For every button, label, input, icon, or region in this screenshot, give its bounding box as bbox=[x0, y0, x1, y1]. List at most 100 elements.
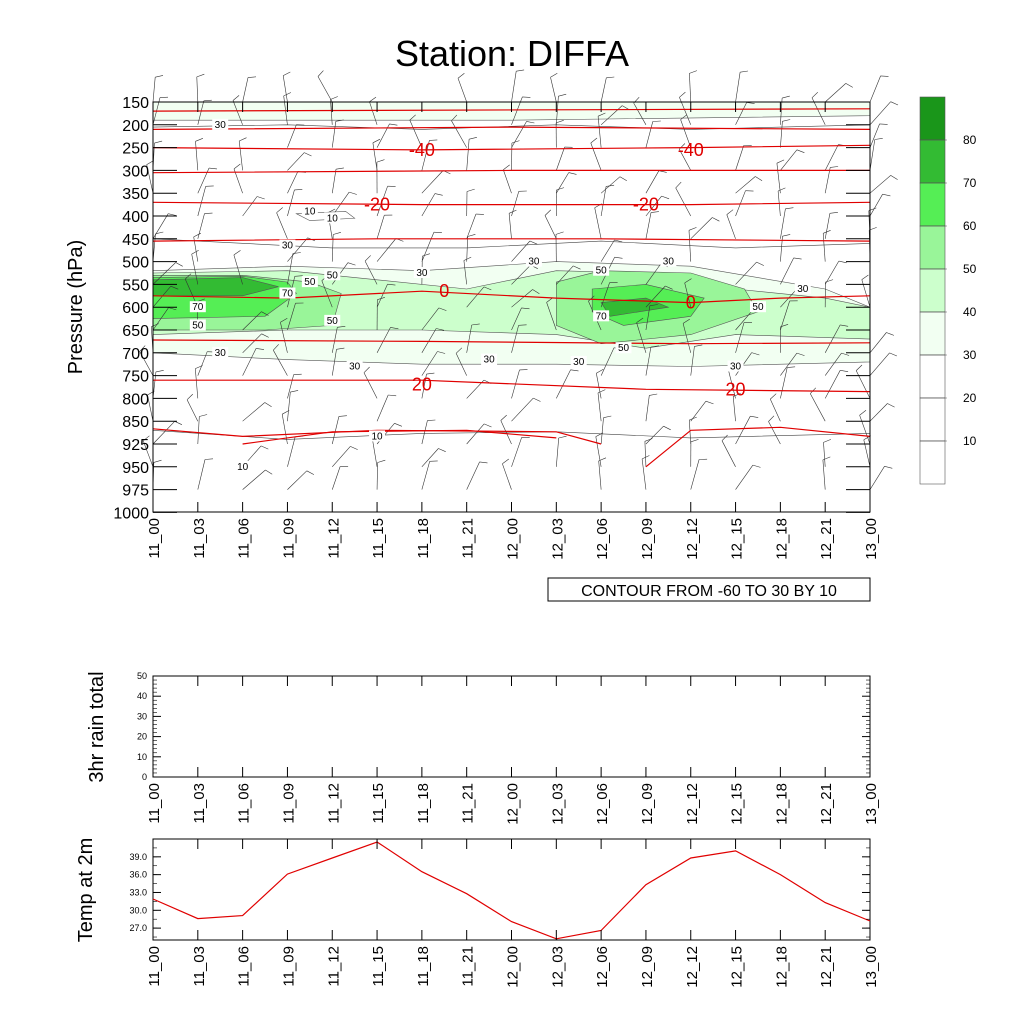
humidity-label-bg bbox=[346, 360, 363, 372]
wind-barb bbox=[768, 421, 781, 445]
temperature-contour bbox=[242, 429, 557, 445]
wind-barb bbox=[282, 75, 288, 103]
wind-barb bbox=[376, 215, 385, 239]
colorbar-swatch bbox=[919, 225, 946, 270]
wind-barb bbox=[645, 121, 654, 148]
wind-barb-flag bbox=[195, 138, 204, 142]
wind-barb bbox=[859, 415, 871, 445]
humidity-label-bg bbox=[324, 212, 341, 224]
wind-barb-flag bbox=[174, 421, 183, 425]
wind-barb-flag bbox=[614, 239, 623, 243]
wind-barb bbox=[197, 459, 206, 490]
wind-barb-flag bbox=[823, 439, 832, 443]
wind-barb bbox=[594, 207, 602, 239]
colorbar-label: 20 bbox=[963, 391, 977, 405]
temperature-panel: 27.030.033.036.039.0 11_00 11_03 11_06 11_0… bbox=[75, 838, 880, 988]
rain-xtick-label: 12_15 bbox=[729, 783, 746, 825]
wind-barb-flag bbox=[595, 432, 604, 437]
wind-barb bbox=[869, 75, 881, 103]
main-xtick-label: 11_15 bbox=[370, 518, 387, 559]
wind-barb-flag bbox=[204, 458, 214, 460]
wind-barb-flag bbox=[469, 137, 477, 140]
wind-barb bbox=[735, 464, 754, 490]
wind-barb-flag bbox=[422, 253, 430, 257]
wind-barb bbox=[727, 369, 736, 399]
pressure-tick-label: 850 bbox=[122, 414, 149, 431]
wind-barb bbox=[421, 170, 444, 194]
wind-barb-flag bbox=[155, 75, 164, 78]
wind-barb bbox=[376, 238, 397, 262]
wind-barb bbox=[641, 458, 647, 490]
rain-xtick-label: 12_09 bbox=[639, 783, 656, 825]
pressure-tick-label: 975 bbox=[122, 483, 149, 500]
wind-barb-flag bbox=[558, 93, 567, 97]
pressure-tick-label: 1000 bbox=[113, 505, 149, 522]
wind-barb-flag bbox=[597, 112, 606, 117]
wind-barb bbox=[550, 77, 557, 103]
wind-barb bbox=[824, 167, 831, 194]
wind-barb-flag bbox=[451, 114, 458, 122]
wind-barb-flag bbox=[649, 393, 658, 396]
wind-barb-flag bbox=[838, 260, 847, 264]
wind-barb bbox=[287, 436, 296, 467]
wind-barb bbox=[197, 213, 205, 239]
wind-barb bbox=[152, 307, 169, 331]
wind-barb bbox=[645, 170, 660, 194]
wind-barb bbox=[600, 105, 623, 126]
wind-barb bbox=[679, 149, 692, 171]
wind-barb bbox=[780, 208, 786, 239]
wind-barb bbox=[421, 328, 437, 353]
humidity-label-bg bbox=[615, 342, 632, 354]
wind-barb-flag bbox=[199, 414, 208, 417]
temperature-label: -40 bbox=[678, 140, 704, 160]
humidity-label-bg bbox=[189, 319, 206, 331]
wind-barb bbox=[287, 171, 299, 194]
wind-barb bbox=[281, 414, 288, 445]
wind-barb-flag bbox=[776, 159, 785, 164]
rain-xtick-label: 11_00 bbox=[146, 783, 163, 824]
wind-barb bbox=[721, 440, 736, 467]
temperature-label: -20 bbox=[364, 195, 390, 215]
wind-barb-flag bbox=[606, 76, 615, 79]
wind-barb-flag bbox=[751, 352, 760, 356]
temp-ytick-label: 30.0 bbox=[129, 905, 147, 915]
temperature-y-axis: 27.0 30.0 33.0 36.0 39.0 bbox=[129, 847, 870, 938]
wind-barb-flag bbox=[208, 167, 218, 170]
rain-xtick-label: 11_06 bbox=[236, 783, 253, 824]
rain-xtick-label: 11_12 bbox=[325, 783, 342, 824]
wind-barb-flag bbox=[463, 256, 472, 261]
wind-barb bbox=[556, 146, 565, 171]
rain-ytick-label: 50 bbox=[137, 671, 147, 681]
wind-barb-flag bbox=[191, 249, 199, 255]
wind-barb-flag bbox=[483, 286, 492, 291]
wind-barb-flag bbox=[558, 435, 567, 439]
wind-barb-flag bbox=[503, 164, 510, 170]
wind-barb-flag bbox=[170, 285, 179, 290]
humidity-label-bg bbox=[481, 353, 498, 365]
wind-barb-flag bbox=[661, 195, 670, 200]
wind-barb-flag bbox=[879, 123, 888, 125]
pressure-axis-label: Pressure (hPa) bbox=[65, 240, 87, 375]
wind-barb-flag bbox=[376, 159, 385, 163]
humidity-line-30-mid bbox=[152, 238, 871, 249]
wind-barb bbox=[824, 83, 847, 103]
wind-barb bbox=[197, 351, 208, 376]
temp-xtick-label: 11_03 bbox=[191, 946, 208, 987]
wind-barb-flag bbox=[694, 344, 703, 347]
wind-barb-flag bbox=[294, 189, 303, 191]
wind-barb bbox=[597, 392, 602, 422]
humidity-label-bg bbox=[301, 205, 318, 217]
humidity-label: 50 bbox=[618, 343, 630, 354]
wind-barb-flag bbox=[721, 434, 728, 441]
wind-barb-flag bbox=[265, 469, 273, 475]
wind-barb-flag bbox=[306, 470, 315, 475]
humidity-label-bg bbox=[794, 282, 811, 294]
wind-barb-flag bbox=[556, 120, 564, 124]
wind-barb-flag bbox=[861, 274, 869, 280]
wind-barb bbox=[556, 369, 571, 399]
wind-barb bbox=[331, 349, 337, 376]
wind-barb bbox=[645, 425, 664, 445]
wind-barb-flag bbox=[690, 439, 699, 443]
main-xtick-label: 12_21 bbox=[818, 518, 835, 560]
wind-barb bbox=[152, 421, 175, 445]
